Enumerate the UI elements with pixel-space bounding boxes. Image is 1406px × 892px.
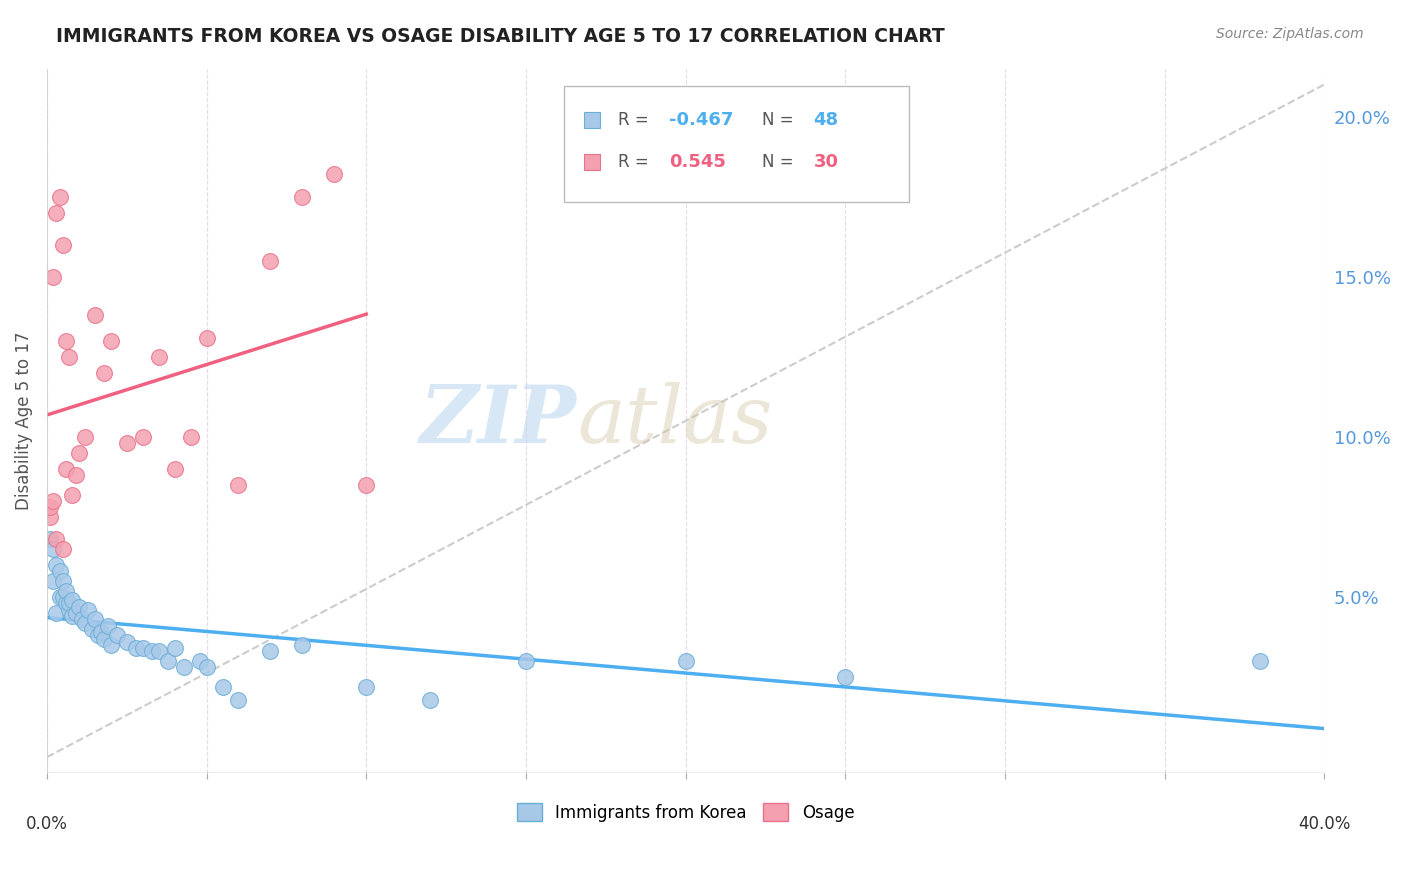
- Point: [62, 487, 84, 501]
- Point: [62, 593, 84, 607]
- Point: [55, 462, 77, 476]
- Point: [39, 500, 62, 515]
- Point: [83, 308, 105, 322]
- Point: [163, 462, 186, 476]
- Y-axis label: Disability Age 5 to 17: Disability Age 5 to 17: [15, 332, 32, 510]
- Point: [55, 583, 77, 598]
- Point: [58, 603, 80, 617]
- Point: [157, 654, 180, 668]
- Text: 0.0%: 0.0%: [25, 815, 67, 833]
- Point: [323, 167, 346, 181]
- Point: [163, 641, 186, 656]
- Point: [52, 590, 75, 604]
- Text: 48: 48: [813, 111, 838, 129]
- Point: [45, 533, 67, 547]
- Point: [131, 430, 153, 444]
- Point: [65, 468, 87, 483]
- Text: R =: R =: [617, 111, 654, 129]
- Text: N =: N =: [762, 153, 799, 171]
- Point: [75, 430, 97, 444]
- Point: [52, 541, 75, 556]
- Text: Source: ZipAtlas.com: Source: ZipAtlas.com: [1216, 27, 1364, 41]
- Point: [48, 565, 70, 579]
- Point: [58, 350, 80, 364]
- Point: [45, 205, 67, 219]
- Point: [148, 350, 170, 364]
- Point: [195, 330, 218, 344]
- Text: N =: N =: [762, 111, 799, 129]
- Text: 30: 30: [813, 153, 838, 171]
- Point: [675, 654, 697, 668]
- Point: [419, 692, 441, 706]
- Point: [141, 644, 163, 658]
- Point: [228, 478, 250, 492]
- Point: [188, 654, 211, 668]
- Point: [354, 680, 377, 694]
- Point: [259, 253, 281, 268]
- Point: [834, 670, 856, 684]
- Point: [291, 638, 314, 652]
- Point: [93, 366, 115, 380]
- Point: [48, 189, 70, 203]
- Point: [58, 596, 80, 610]
- Point: [55, 334, 77, 348]
- Point: [173, 660, 195, 674]
- Point: [75, 615, 97, 630]
- Point: [70, 612, 93, 626]
- Point: [67, 599, 90, 614]
- Point: [77, 603, 100, 617]
- Point: [42, 574, 65, 588]
- Point: [90, 625, 112, 640]
- Point: [83, 612, 105, 626]
- Point: [259, 644, 281, 658]
- Point: [39, 510, 62, 524]
- Point: [148, 644, 170, 658]
- Legend: Immigrants from Korea, Osage: Immigrants from Korea, Osage: [510, 797, 860, 829]
- Point: [55, 596, 77, 610]
- Point: [515, 654, 537, 668]
- Point: [52, 574, 75, 588]
- Point: [42, 494, 65, 508]
- Text: R =: R =: [617, 153, 659, 171]
- Text: atlas: atlas: [576, 382, 772, 459]
- Text: IMMIGRANTS FROM KOREA VS OSAGE DISABILITY AGE 5 TO 17 CORRELATION CHART: IMMIGRANTS FROM KOREA VS OSAGE DISABILIT…: [56, 27, 945, 45]
- Point: [67, 446, 90, 460]
- Text: 40.0%: 40.0%: [1298, 815, 1351, 833]
- Text: ZIP: ZIP: [420, 382, 576, 459]
- Point: [211, 680, 233, 694]
- Point: [180, 430, 202, 444]
- Point: [1249, 654, 1271, 668]
- Point: [195, 660, 218, 674]
- Point: [125, 641, 148, 656]
- Point: [93, 632, 115, 646]
- Point: [100, 638, 122, 652]
- Point: [97, 619, 120, 633]
- Point: [115, 436, 138, 450]
- Point: [45, 558, 67, 572]
- Point: [62, 609, 84, 624]
- FancyBboxPatch shape: [564, 87, 910, 202]
- Point: [228, 692, 250, 706]
- Point: [52, 237, 75, 252]
- Point: [105, 628, 128, 642]
- Point: [131, 641, 153, 656]
- Point: [45, 606, 67, 620]
- Point: [87, 628, 110, 642]
- Point: [80, 622, 103, 636]
- Point: [100, 334, 122, 348]
- Point: [48, 590, 70, 604]
- Text: -0.467: -0.467: [669, 111, 734, 129]
- Point: [42, 541, 65, 556]
- Point: [291, 189, 314, 203]
- Text: 0.545: 0.545: [669, 153, 725, 171]
- Point: [115, 635, 138, 649]
- Point: [39, 533, 62, 547]
- Point: [354, 478, 377, 492]
- Point: [65, 606, 87, 620]
- Point: [42, 269, 65, 284]
